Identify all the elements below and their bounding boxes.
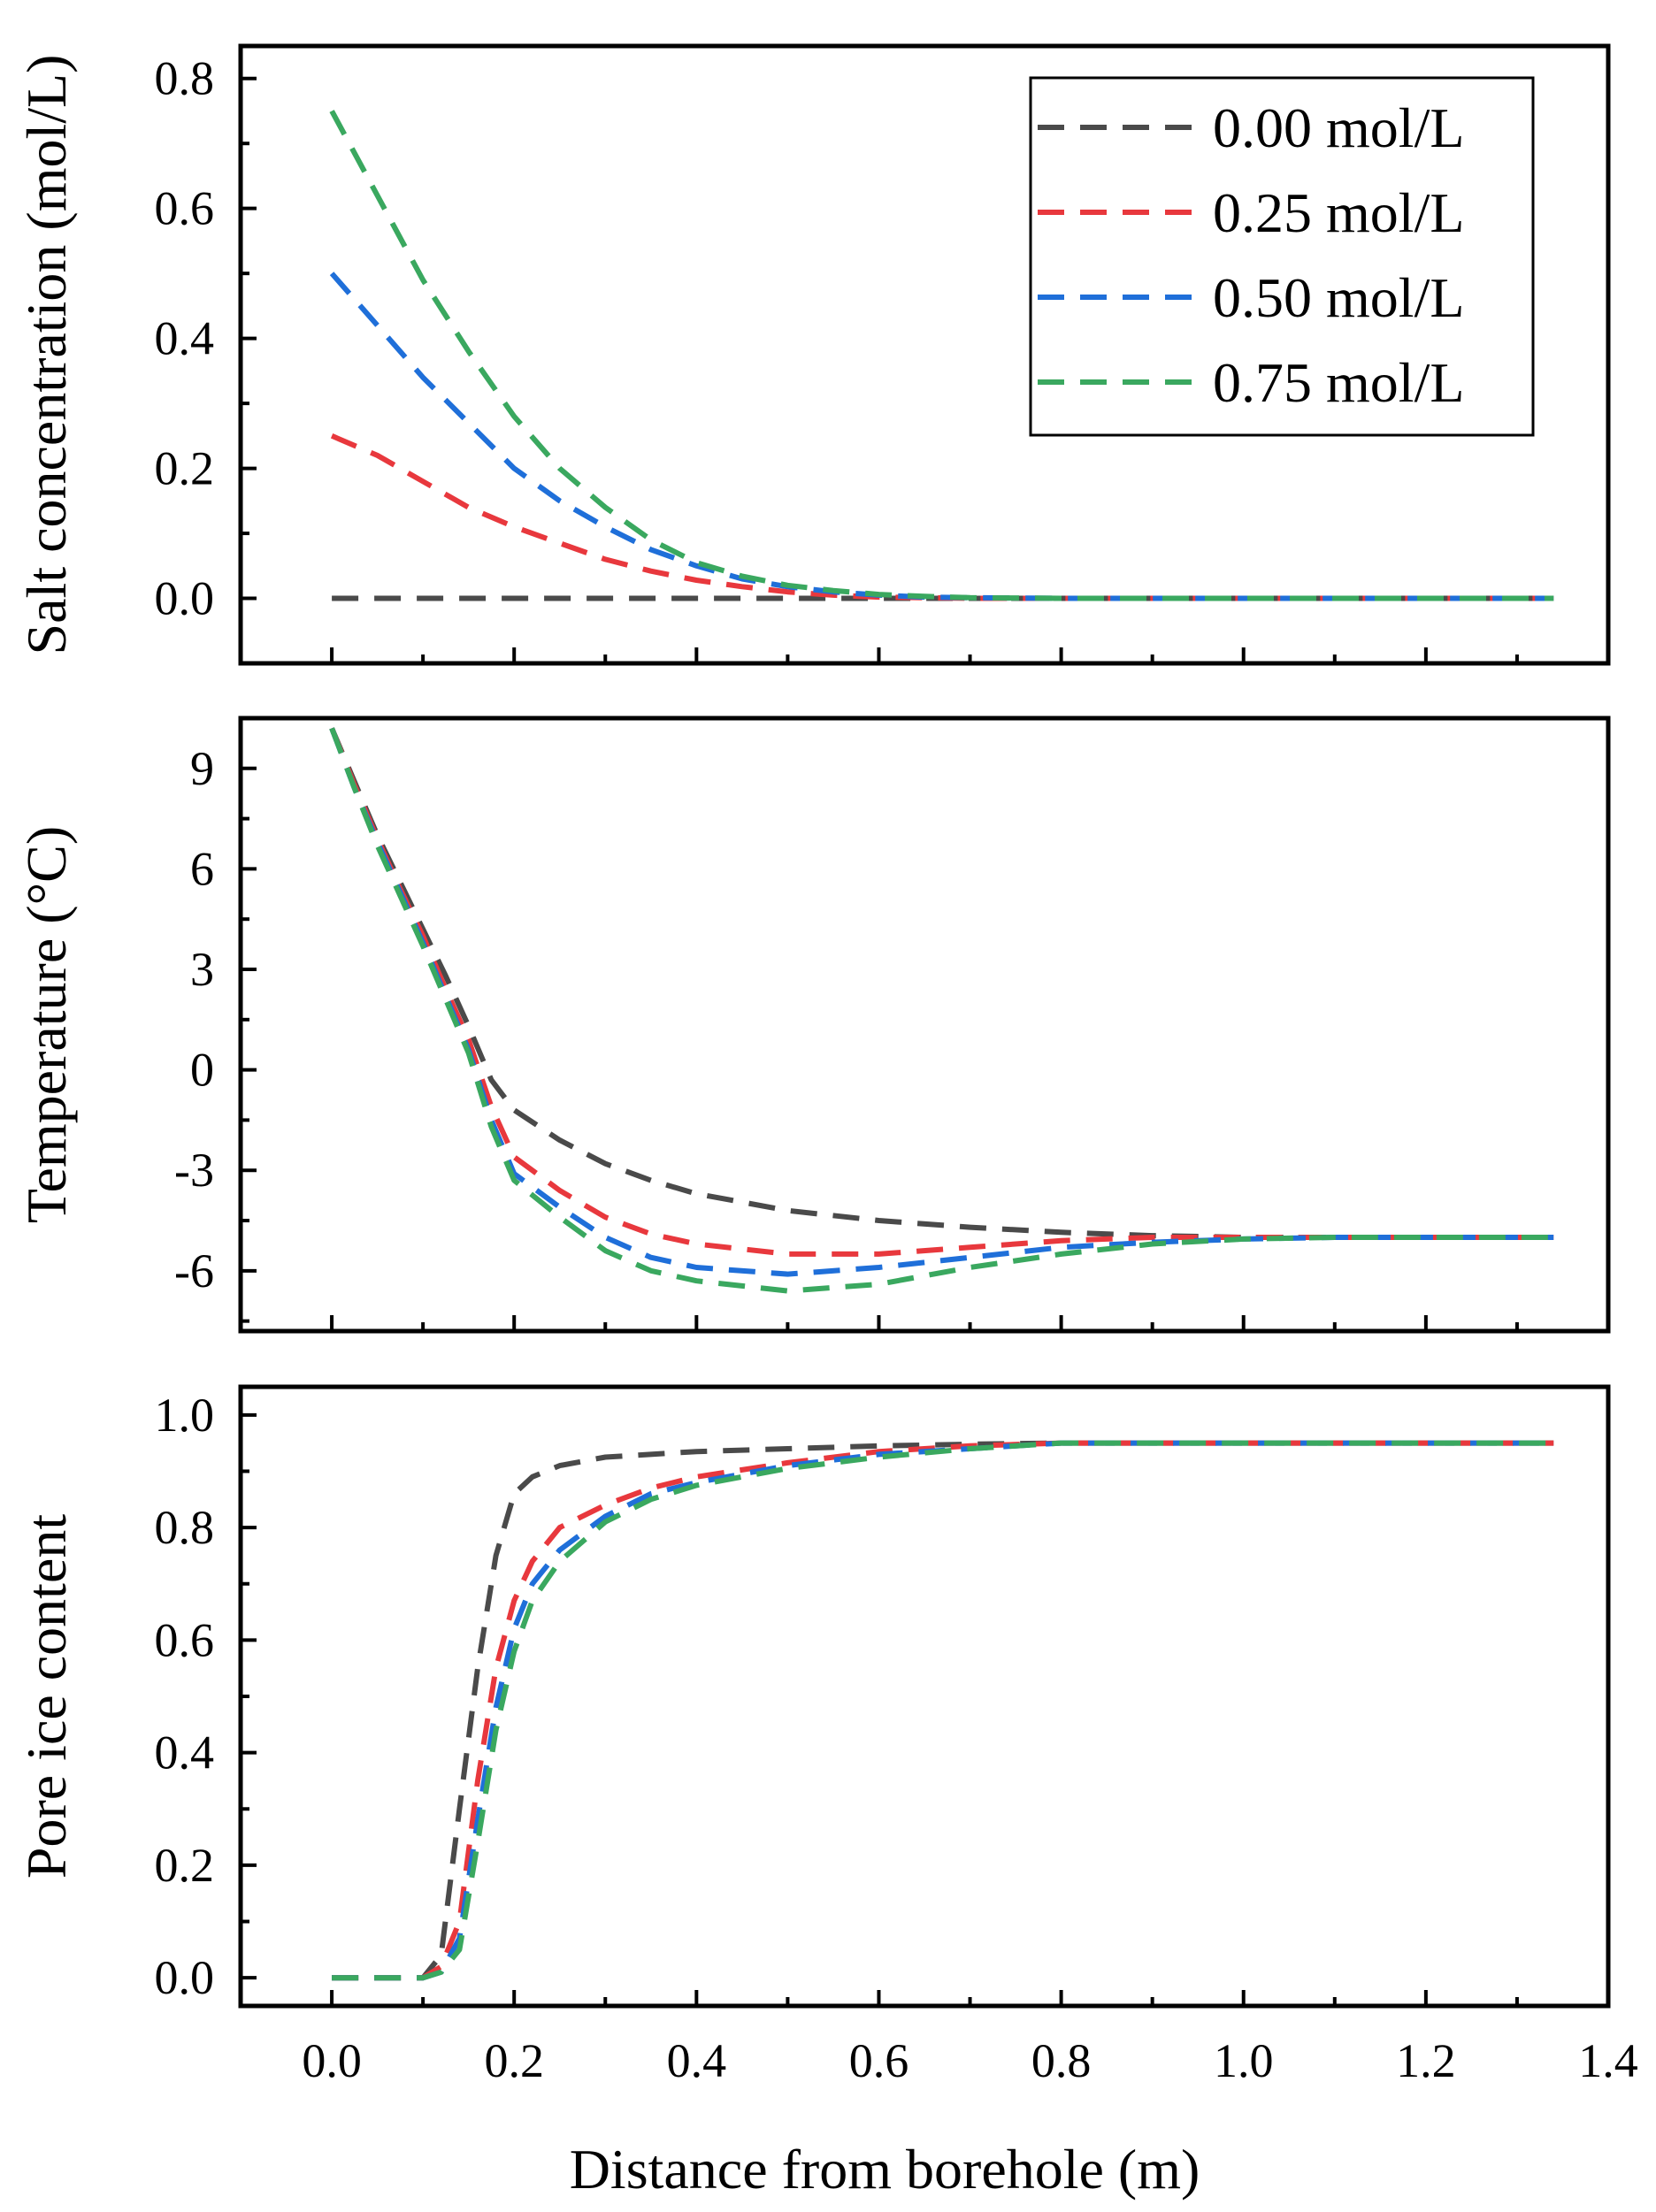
series-line-salt-0-25-mol-l: [330, 433, 1554, 601]
y-tick-label: 0: [190, 1044, 214, 1097]
x-tick-label: 0.2: [484, 2034, 544, 2087]
series-line-temperature-0-00-mol-l: [329, 727, 1554, 1240]
y-tick-label: 0.6: [155, 182, 215, 235]
legend-box: [1029, 76, 1535, 437]
x-tick-label: 1.2: [1396, 2034, 1456, 2087]
x-tick-label: 0.6: [849, 2034, 909, 2087]
legend-label: 0.50 mol/L: [1213, 266, 1464, 329]
y-tick-label: 0.4: [155, 312, 215, 365]
legend-label: 0.75 mol/L: [1213, 351, 1464, 414]
plot-frame-ice: [238, 1384, 1611, 2009]
series-line-ice-0-50-mol-l: [332, 1440, 1554, 1981]
y-tick-label: 0.8: [155, 52, 215, 105]
y-tick-label: 0.2: [155, 1839, 215, 1892]
y-tick-label: -3: [174, 1144, 214, 1197]
y-tick-label: 0.4: [155, 1726, 215, 1780]
panel-ice: 0.0 0.2 0.4 0.6 0.8 1.0 1.2 1.4 0.0 0.2 0.4 0.6 0.8 1…: [15, 1384, 1638, 2087]
y-tick-label: 9: [190, 742, 214, 795]
series-line-salt-0-75-mol-l: [329, 110, 1554, 601]
y-tick-label: 6: [190, 842, 214, 895]
x-tick-label: 0.8: [1031, 2034, 1092, 2087]
legend: 0.00 mol/L 0.25 mol/L 0.50 mol/L 0.75 mol/L: [1029, 76, 1535, 437]
y-tick-label: 0.8: [155, 1501, 215, 1554]
y-axis-title-temperature: Temperature (°C): [15, 826, 78, 1223]
panel-temperature: 9 6 3 0 -3 -6 Temperature (°C): [15, 716, 1611, 1334]
y-tick-label: 1.0: [155, 1389, 215, 1442]
series-line-temperature-0-50-mol-l: [329, 727, 1554, 1277]
panel-salt: 0.0 0.2 0.4 0.6 0.8 Salt concentration (mol/L…: [15, 43, 1611, 666]
plot-frame-salt: [238, 43, 1611, 666]
x-tick-label: 1.0: [1214, 2034, 1274, 2087]
series-line-salt-0-50-mol-l: [329, 272, 1554, 601]
y-tick-label: -6: [174, 1244, 214, 1297]
y-tick-label: 3: [190, 943, 214, 996]
x-tick-label: 0.0: [302, 2034, 362, 2087]
y-axis-title-salt: Salt concentration (mol/L): [15, 55, 78, 655]
plot-frame-temperature: [238, 716, 1611, 1334]
series-line-temperature-0-25-mol-l: [329, 727, 1554, 1257]
y-tick-label: 0.2: [155, 442, 215, 495]
series-line-ice-0-75-mol-l: [332, 1440, 1554, 1981]
legend-label: 0.00 mol/L: [1213, 96, 1464, 159]
x-tick-label: 0.4: [667, 2034, 727, 2087]
y-tick-label: 0.0: [155, 1951, 215, 2004]
legend-label: 0.25 mol/L: [1213, 181, 1464, 244]
series-line-ice-0-25-mol-l: [332, 1440, 1554, 1981]
y-tick-label: 0.0: [155, 572, 215, 625]
series-line-ice-0-00-mol-l: [332, 1440, 1554, 1981]
y-tick-label: 0.6: [155, 1613, 215, 1666]
y-axis-title-ice: Pore ice content: [15, 1514, 78, 1879]
series-line-temperature-0-75-mol-l: [329, 727, 1554, 1294]
panels: 0.0 0.2 0.4 0.6 0.8 Salt concentration (mol/L…: [15, 43, 1638, 2087]
x-tick-label: 1.4: [1578, 2034, 1638, 2087]
x-axis-title: Distance from borehole (m): [570, 2138, 1200, 2201]
